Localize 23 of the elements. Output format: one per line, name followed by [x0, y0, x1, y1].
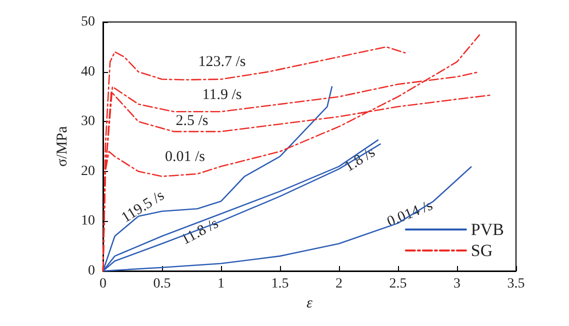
x-tick-label: 2.5 [389, 276, 407, 292]
x-tick-label: 2 [336, 276, 342, 292]
y-tick-label: 40 [81, 64, 95, 80]
x-tick-label: 1 [218, 276, 224, 292]
x-tick-label: 1.5 [271, 276, 289, 292]
legend-label: PVB [470, 220, 504, 239]
x-axis-title: ε [306, 295, 313, 312]
x-tick-label: 0.5 [153, 276, 171, 292]
annotation: 0.01 /s [164, 149, 206, 165]
annotation: 119.5 /s [118, 188, 168, 226]
annotation: 11.9 /s [202, 87, 242, 103]
y-tick-label: 10 [81, 214, 95, 229]
x-tick-label: 3 [454, 276, 460, 292]
annotation: 2.5 /s [176, 113, 208, 129]
annotation: 123.7 /s [198, 54, 246, 70]
x-tick-label: 3.5 [507, 276, 525, 292]
y-tick-label: 50 [81, 14, 95, 30]
y-tick-label: 20 [81, 164, 95, 179]
x-tick-label: 0 [100, 276, 106, 292]
legend-label: SG [470, 241, 493, 260]
y-axis-title: σ/MPa [54, 126, 71, 167]
y-tick-label: 30 [81, 114, 95, 130]
y-tick-label: 0 [88, 264, 95, 278]
